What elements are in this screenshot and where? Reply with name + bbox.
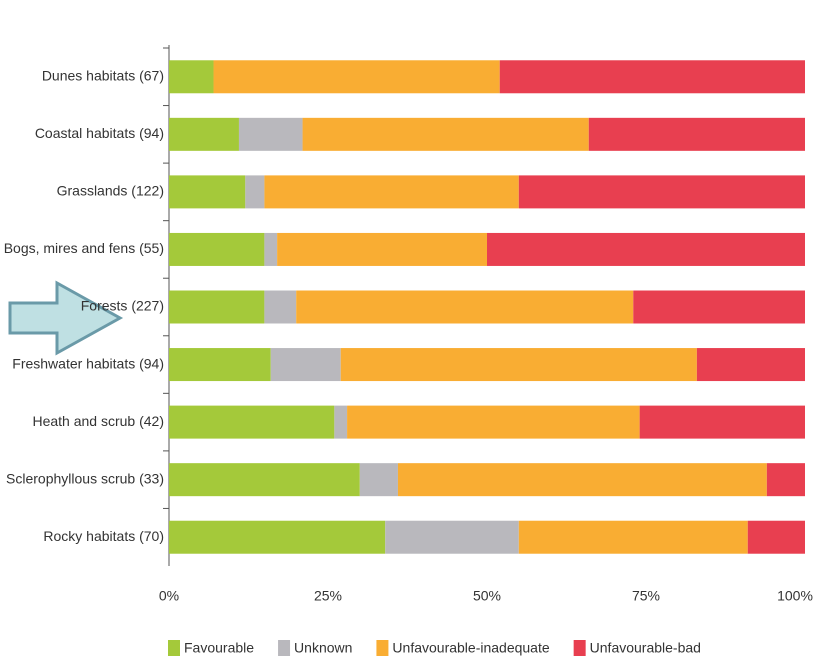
bar-segment — [245, 175, 265, 209]
bar-segment — [397, 463, 767, 497]
bar-segment — [302, 117, 589, 151]
bar-segment — [499, 60, 805, 94]
bar-segment — [169, 405, 335, 439]
bar-segment — [296, 290, 634, 324]
bar-segment — [169, 175, 246, 209]
legend-label: Unfavourable-inadequate — [392, 640, 549, 656]
bar-segment — [169, 60, 214, 94]
legend-label: Favourable — [184, 640, 254, 656]
bar-segment — [385, 520, 519, 554]
bar-segment — [747, 520, 805, 554]
legend-label: Unknown — [294, 640, 352, 656]
bar-segment — [264, 175, 519, 209]
bar-segment — [169, 232, 265, 266]
bar-segment — [264, 232, 278, 266]
legend-swatch — [573, 640, 586, 656]
bar-segment — [347, 405, 640, 439]
x-tick-label: 0% — [159, 588, 179, 604]
bar-segment — [169, 520, 386, 554]
bar-segment — [588, 117, 805, 151]
bar-segment — [518, 520, 748, 554]
bar-segment — [696, 348, 805, 382]
y-tick-label: Sclerophyllous scrub (33) — [6, 470, 164, 486]
bar-segment — [518, 175, 805, 209]
legend-swatch — [168, 640, 180, 656]
y-tick-label: Freshwater habitats (94) — [12, 355, 164, 371]
bar-segment — [340, 348, 697, 382]
y-tick-label: Bogs, mires and fens (55) — [4, 240, 164, 256]
legend-swatch — [278, 640, 291, 656]
bar-segment — [359, 463, 398, 497]
bar-segment — [639, 405, 805, 439]
bar-segment — [277, 232, 487, 266]
bar-segment — [169, 348, 271, 382]
bar-segment — [487, 232, 805, 266]
y-tick-label: Coastal habitats (94) — [35, 125, 164, 141]
plot-area — [169, 60, 805, 554]
y-tick-label: Grasslands (122) — [57, 183, 164, 199]
x-tick-label: 100% — [777, 588, 813, 604]
bar-segment — [766, 463, 805, 497]
y-tick-label: Forests (227) — [81, 298, 164, 314]
bar-segment — [334, 405, 348, 439]
arrow — [8, 280, 124, 356]
x-tick-label: 50% — [473, 588, 501, 604]
bar-segment — [633, 290, 805, 324]
bar-segment — [169, 290, 265, 324]
y-tick-label: Heath and scrub (42) — [32, 413, 164, 429]
bar-segment — [169, 463, 360, 497]
y-tick-label: Rocky habitats (70) — [43, 528, 164, 544]
x-tick-label: 75% — [632, 588, 660, 604]
x-tick-label: 25% — [314, 588, 342, 604]
bar-segment — [213, 60, 500, 94]
bar-segment — [270, 348, 341, 382]
bar-segment — [264, 290, 297, 324]
legend-swatch — [376, 640, 389, 656]
legend-label: Unfavourable-bad — [590, 640, 701, 656]
bar-segment — [238, 117, 303, 151]
bar-segment — [169, 117, 239, 151]
y-tick-label: Dunes habitats (67) — [42, 67, 164, 83]
